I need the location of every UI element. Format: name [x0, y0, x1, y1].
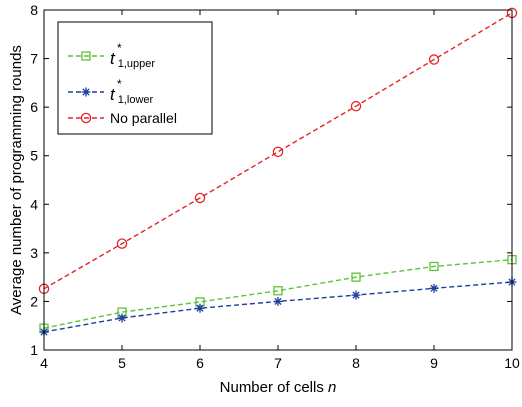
- series-line: [43, 12, 513, 290]
- y-tick-label: 7: [30, 51, 38, 67]
- legend-marker: [81, 87, 91, 97]
- data-point: [351, 290, 361, 300]
- data-point: [429, 283, 439, 293]
- legend-marker: [81, 51, 91, 61]
- legend-box: [57, 21, 213, 135]
- x-axis-title: Number of cells n: [220, 379, 337, 396]
- legend-label-no-parallel: No parallel: [110, 110, 177, 126]
- data-point: [117, 313, 127, 323]
- data-point: [116, 238, 128, 249]
- legend-label-upper: t 1,upper: [110, 49, 155, 70]
- data-point: [351, 272, 361, 282]
- data-point: [273, 296, 283, 306]
- y-tick-label: 6: [30, 99, 38, 115]
- series-line: [43, 258, 513, 329]
- y-axis-title: Average number of programming rounds: [8, 45, 25, 315]
- x-tick-label: 4: [40, 355, 48, 371]
- data-point: [195, 303, 205, 313]
- y-tick-label: 5: [30, 148, 38, 164]
- data-point: [429, 261, 439, 272]
- x-tick-label: 8: [352, 355, 360, 371]
- ticks-layer: 4 5 6 7 8 9 10 1 2 3 4 5 6 7 8: [30, 2, 520, 371]
- legend-label-upper-star: *: [117, 41, 122, 55]
- y-tick-label: 4: [30, 196, 38, 212]
- y-tick-label: 3: [30, 245, 38, 261]
- x-tick-label: 10: [504, 355, 520, 371]
- data-point: [428, 54, 440, 65]
- legend-marker: [80, 112, 92, 124]
- data-point: [194, 192, 206, 204]
- legend: t 1,upper * t 1,lower * No parallel: [57, 21, 213, 135]
- x-tick-label: 7: [274, 355, 282, 371]
- x-tick-label: 9: [430, 355, 438, 371]
- legend-items: [68, 51, 104, 124]
- data-point: [273, 286, 283, 296]
- y-tick-label: 1: [30, 342, 38, 358]
- legend-label-lower-star: *: [117, 77, 122, 91]
- data-point: [272, 146, 284, 158]
- data-point: [350, 100, 362, 112]
- x-tick-label: 5: [118, 355, 126, 371]
- y-tick-label: 2: [30, 293, 38, 309]
- x-tick-label: 6: [196, 355, 204, 371]
- legend-label-lower: t 1,lower: [110, 85, 154, 106]
- y-tick-label: 8: [30, 2, 38, 18]
